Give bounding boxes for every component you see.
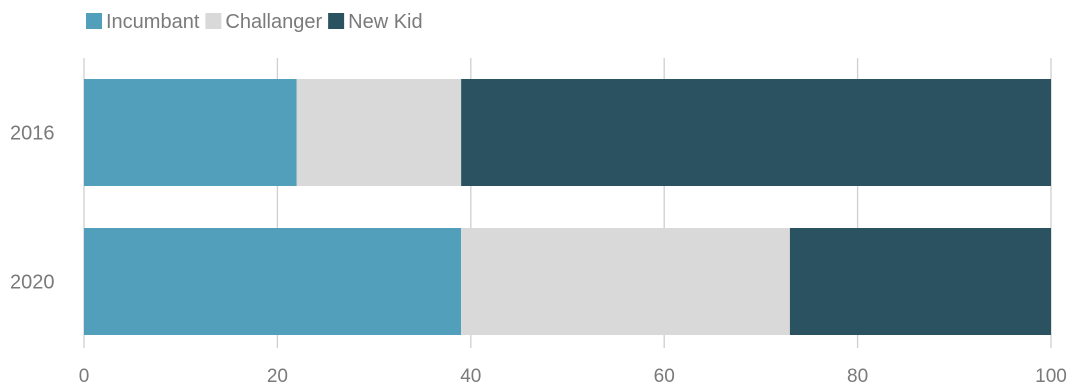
x-tick-label: 40 xyxy=(460,366,481,385)
legend-label: Incumbant xyxy=(106,11,200,33)
x-tick-label: 0 xyxy=(79,366,90,385)
bar-2016-new-kid xyxy=(461,79,1051,186)
x-tick-label: 80 xyxy=(847,366,868,385)
y-category-label: 2020 xyxy=(10,272,55,294)
y-category-label: 2016 xyxy=(10,123,55,145)
legend-swatch-challanger xyxy=(205,13,222,29)
y-axis: 2016 2020 xyxy=(10,123,55,294)
legend-label: New Kid xyxy=(348,11,422,33)
x-tick-label: 20 xyxy=(267,366,288,385)
x-tick-label: 100 xyxy=(1035,366,1067,385)
bars xyxy=(84,79,1051,335)
x-tick-label: 60 xyxy=(654,366,675,385)
bar-2016-incumbant xyxy=(84,79,297,186)
legend-swatch-incumbant xyxy=(86,13,102,29)
legend-label: Challanger xyxy=(225,11,322,33)
legend-swatch-new-kid xyxy=(328,13,345,29)
bar-2016-challanger xyxy=(296,79,462,186)
bar-2020-incumbant xyxy=(84,228,462,335)
bar-2020-new-kid xyxy=(789,228,1051,335)
legend: Incumbant Challanger New Kid xyxy=(86,11,423,33)
bar-2020-challanger xyxy=(461,228,790,335)
x-axis: 0 20 40 60 80 100 xyxy=(79,366,1067,385)
